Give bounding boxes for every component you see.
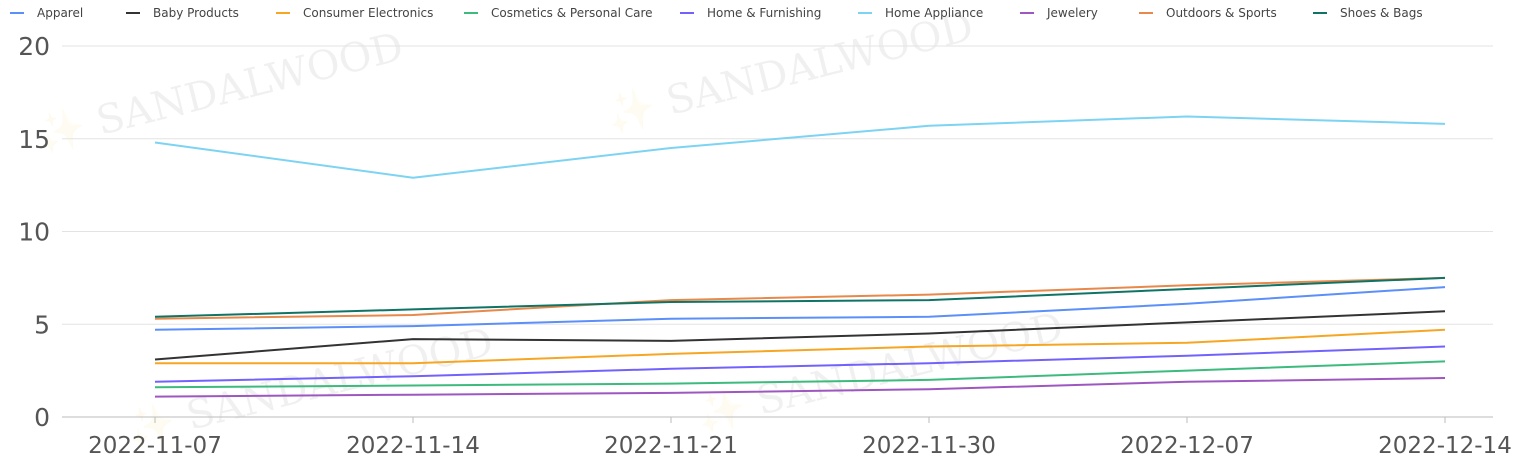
- series-line-outdoors-sports: [154, 276, 1446, 320]
- legend: Apparel Baby Products Consumer Electronics…: [10, 6, 1423, 20]
- x-axis: 2022-11-07 2022-11-14 2022-11-21 2022-11-30…: [88, 417, 1512, 459]
- legend-label: Cosmetics & Personal Care: [491, 6, 653, 20]
- series-line-apparel: [154, 286, 1446, 331]
- legend-item[interactable]: Apparel: [10, 6, 83, 20]
- legend-label: Home & Furnishing: [707, 6, 821, 20]
- series-line-cosmetics-personal-care: [154, 360, 1446, 389]
- series-line-jewelery: [154, 377, 1446, 398]
- series-lines: [154, 115, 1446, 398]
- y-axis: 0 5 10 15 20: [18, 32, 50, 432]
- series-line-baby-products: [154, 310, 1446, 361]
- legend-label: Outdoors & Sports: [1166, 6, 1277, 20]
- grid-lines: [62, 45, 1493, 418]
- x-tick-label: 2022-12-07: [1120, 433, 1254, 459]
- x-tick-label: 2022-11-14: [346, 433, 480, 459]
- legend-label: Shoes & Bags: [1340, 6, 1423, 20]
- legend-item[interactable]: Consumer Electronics: [276, 6, 433, 20]
- x-tick-label: 2022-11-30: [862, 433, 996, 459]
- watermark-text: ✨ SANDALWOOD: [601, 4, 978, 140]
- watermark-text: ✨ SANDALWOOD: [31, 24, 408, 160]
- series-line-shoes-bags: [154, 276, 1446, 318]
- legend-item[interactable]: Home & Furnishing: [680, 6, 821, 20]
- series-line-consumer-electronics: [155, 328, 1446, 365]
- y-tick-label: 0: [34, 403, 50, 432]
- legend-label: Jewelery: [1046, 6, 1098, 20]
- x-tick-label: 2022-11-21: [604, 433, 738, 459]
- series-line-home-appliance: [154, 115, 1446, 179]
- x-tick-label: 2022-11-07: [88, 433, 222, 459]
- y-tick-label: 15: [18, 125, 50, 154]
- legend-item[interactable]: Cosmetics & Personal Care: [464, 6, 653, 20]
- x-tick-label: 2022-12-14: [1378, 433, 1512, 459]
- legend-item[interactable]: Shoes & Bags: [1313, 6, 1423, 20]
- legend-label: Apparel: [37, 6, 83, 20]
- y-tick-label: 5: [34, 310, 50, 339]
- legend-label: Consumer Electronics: [303, 6, 433, 20]
- series-line-home-furnishing: [154, 345, 1446, 383]
- y-tick-label: 20: [18, 32, 50, 61]
- legend-item[interactable]: Outdoors & Sports: [1139, 6, 1277, 20]
- legend-label: Baby Products: [153, 6, 239, 20]
- legend-item[interactable]: Baby Products: [126, 6, 239, 20]
- legend-label: Home Appliance: [885, 6, 983, 20]
- legend-item[interactable]: Jewelery: [1020, 6, 1098, 20]
- legend-item[interactable]: Home Appliance: [858, 6, 983, 20]
- y-tick-label: 10: [18, 218, 50, 247]
